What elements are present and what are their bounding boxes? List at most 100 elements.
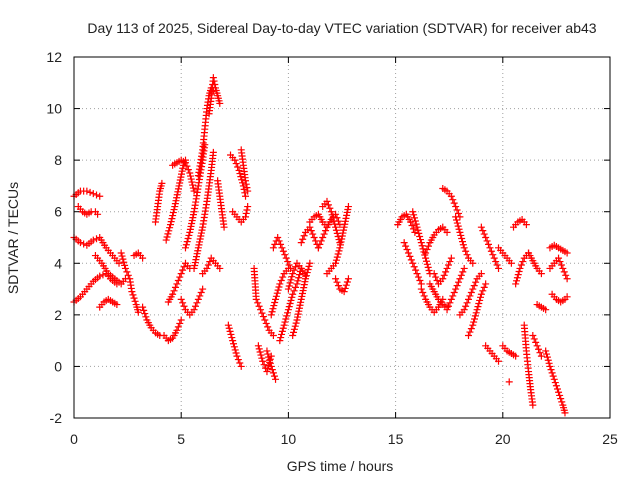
data-point [244, 187, 252, 195]
data-point-sample [415, 229, 423, 237]
data-point [422, 249, 430, 257]
data-point-sample [301, 278, 309, 286]
data-point-sample [330, 217, 338, 225]
data-point [563, 293, 571, 301]
data-point-sample [277, 276, 285, 284]
data-point [284, 306, 292, 314]
data-point-sample [298, 289, 306, 297]
data-point-sample [302, 272, 310, 280]
data-point-sample [449, 292, 457, 300]
data-point [495, 264, 503, 272]
data-point [117, 249, 125, 257]
data-point-sample [299, 287, 307, 295]
data-point-sample [174, 276, 182, 284]
data-point-sample [228, 334, 236, 342]
data-point-sample [243, 184, 251, 192]
data-point [460, 306, 468, 314]
data-point [272, 375, 280, 383]
data-point-sample [255, 302, 263, 310]
data-point-sample [196, 292, 204, 300]
data-point-sample [549, 372, 557, 380]
data-point-sample [492, 258, 500, 266]
data-point [495, 357, 503, 365]
data-point [512, 280, 520, 288]
data-point-sample [123, 268, 131, 276]
data-point-sample [406, 252, 414, 260]
data-point-sample [479, 287, 487, 295]
data-point [464, 331, 472, 339]
data-point-sample [270, 372, 278, 380]
data-point-sample [332, 226, 340, 234]
data-point [490, 254, 498, 262]
data-point-sample [294, 310, 302, 318]
data-point [115, 259, 123, 267]
data-point-sample [462, 247, 470, 255]
data-point-sample [226, 327, 234, 335]
data-point [276, 280, 284, 288]
data-point [272, 295, 280, 303]
data-point [194, 244, 202, 252]
data-point-sample [450, 289, 458, 297]
data-point [537, 352, 545, 360]
data-point [404, 249, 412, 257]
data-point-sample [343, 278, 351, 286]
data-point-sample [553, 385, 561, 393]
data-point [344, 275, 352, 283]
data-point [237, 362, 245, 370]
axis-ticks: 0 5 10 15 20 25 -2 0 2 4 6 8 10 12 [46, 49, 618, 447]
data-point-sample [264, 350, 272, 358]
data-point [263, 368, 271, 376]
data-point-sample [197, 232, 205, 240]
data-point [235, 166, 243, 174]
y-tick-label: -2 [50, 410, 63, 426]
data-point [409, 208, 417, 216]
data-point [512, 352, 520, 360]
data-point [278, 244, 286, 252]
data-point-sample [338, 232, 346, 240]
data-point-sample [294, 313, 302, 321]
data-point-sample [548, 369, 556, 377]
data-point [158, 179, 166, 187]
plot-frame [73, 56, 611, 419]
data-point [261, 316, 269, 324]
data-point [537, 270, 545, 278]
data-point [332, 223, 340, 231]
data-point [555, 254, 563, 262]
data-point [186, 228, 194, 236]
data-point-sample [290, 266, 298, 274]
data-point-sample [409, 225, 417, 233]
data-point-sample [457, 231, 465, 239]
data-point-sample [419, 289, 427, 297]
data-point-sample [291, 322, 299, 330]
data-point-sample [131, 297, 139, 305]
data-point-sample [307, 227, 315, 235]
x-tick-label: 0 [70, 431, 78, 447]
data-point-sample [176, 319, 184, 327]
data-point-sample [188, 220, 196, 228]
data-point-sample [410, 211, 418, 219]
data-point [477, 290, 485, 298]
data-point [456, 275, 464, 283]
data-point-sample [463, 251, 471, 259]
data-point-sample [341, 220, 349, 228]
data-point-sample [274, 286, 282, 294]
data-point-sample [191, 259, 199, 267]
data-point-sample [470, 318, 478, 326]
data-point [546, 362, 554, 370]
data-point-sample [191, 261, 199, 269]
data-point-sample [444, 302, 452, 310]
data-point [460, 244, 468, 252]
data-point [263, 347, 271, 355]
data-point-sample [191, 302, 199, 310]
grid-lines [74, 57, 610, 418]
data-point [443, 306, 451, 314]
data-point-sample [480, 283, 488, 291]
data-point-sample [432, 273, 440, 281]
data-point-sample [196, 238, 204, 246]
data-point-sample [124, 271, 132, 279]
data-point-sample [466, 292, 474, 300]
data-point [507, 259, 515, 267]
data-point [306, 259, 314, 267]
y-axis-label: SDTVAR / TECUs [5, 182, 21, 294]
data-point [162, 236, 170, 244]
